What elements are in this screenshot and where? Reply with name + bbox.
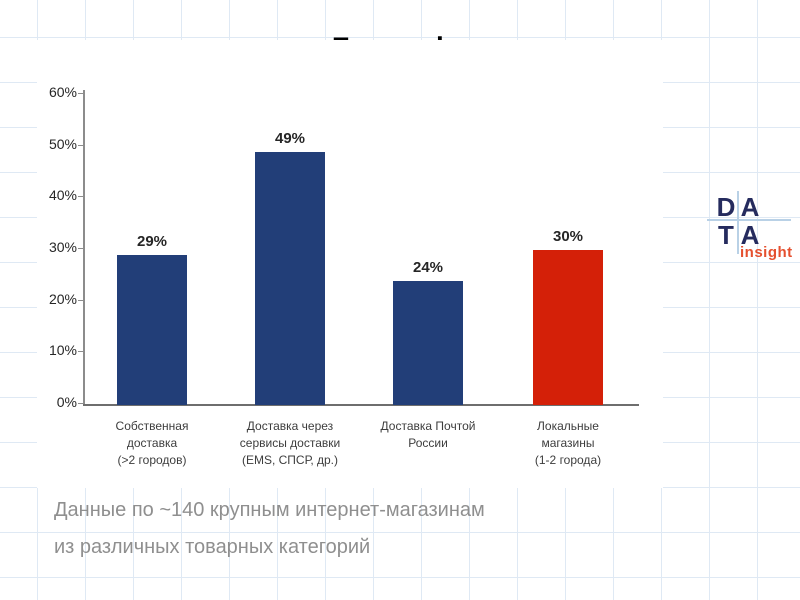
bar — [255, 151, 325, 405]
category-label: Собственная доставка (>2 городов) — [115, 419, 189, 467]
y-tick-mark — [78, 299, 83, 301]
y-tick-label: 30% — [48, 239, 77, 255]
x-axis-line — [83, 404, 639, 406]
y-tick-mark — [78, 196, 83, 198]
y-tick-label: 50% — [48, 135, 77, 152]
logo-vertical-line — [737, 191, 739, 254]
bar — [117, 255, 187, 405]
y-tick-mark — [78, 403, 83, 404]
y-tick-mark — [78, 248, 83, 249]
y-tick-label: 0% — [56, 394, 77, 410]
bar-value-label: 29% — [136, 233, 168, 251]
logo-horizontal-line — [707, 219, 791, 221]
y-tick-mark — [78, 93, 83, 94]
chart-panel: 60% 50% 40% 30% 20% 10% 0% 29% 49% 24% 30% Собств… — [37, 40, 663, 488]
logo-word: insight — [740, 244, 793, 261]
footer-text-line-2: из различных товарных категорий — [54, 536, 371, 558]
bar-value-label: 24% — [412, 259, 444, 276]
logo-letter: A — [740, 192, 760, 222]
logo-letter: T — [718, 220, 734, 250]
footer-text-line-1: Данные по ~140 крупным интернет-магазина… — [54, 499, 485, 521]
bar — [393, 281, 463, 405]
y-tick-label: 20% — [48, 290, 77, 307]
bar — [533, 250, 603, 405]
category-label: Локальные магазины (1-2 города) — [534, 419, 602, 467]
category-label: Доставка через сервисы доставки (EMS, СПСР… — [239, 419, 341, 467]
y-axis-line — [83, 90, 85, 406]
y-tick-label: 10% — [48, 342, 77, 359]
category-label: Доставка Почтой России — [380, 419, 476, 450]
logo-letter: D — [716, 192, 736, 222]
y-tick-mark — [78, 144, 83, 146]
logo-letter: A — [740, 220, 760, 250]
y-tick-label: 40% — [48, 187, 77, 204]
bar-value-label: 30% — [552, 228, 584, 245]
bar-value-label: 49% — [274, 129, 306, 147]
y-tick-mark — [78, 351, 83, 353]
y-tick-label: 60% — [48, 84, 77, 100]
